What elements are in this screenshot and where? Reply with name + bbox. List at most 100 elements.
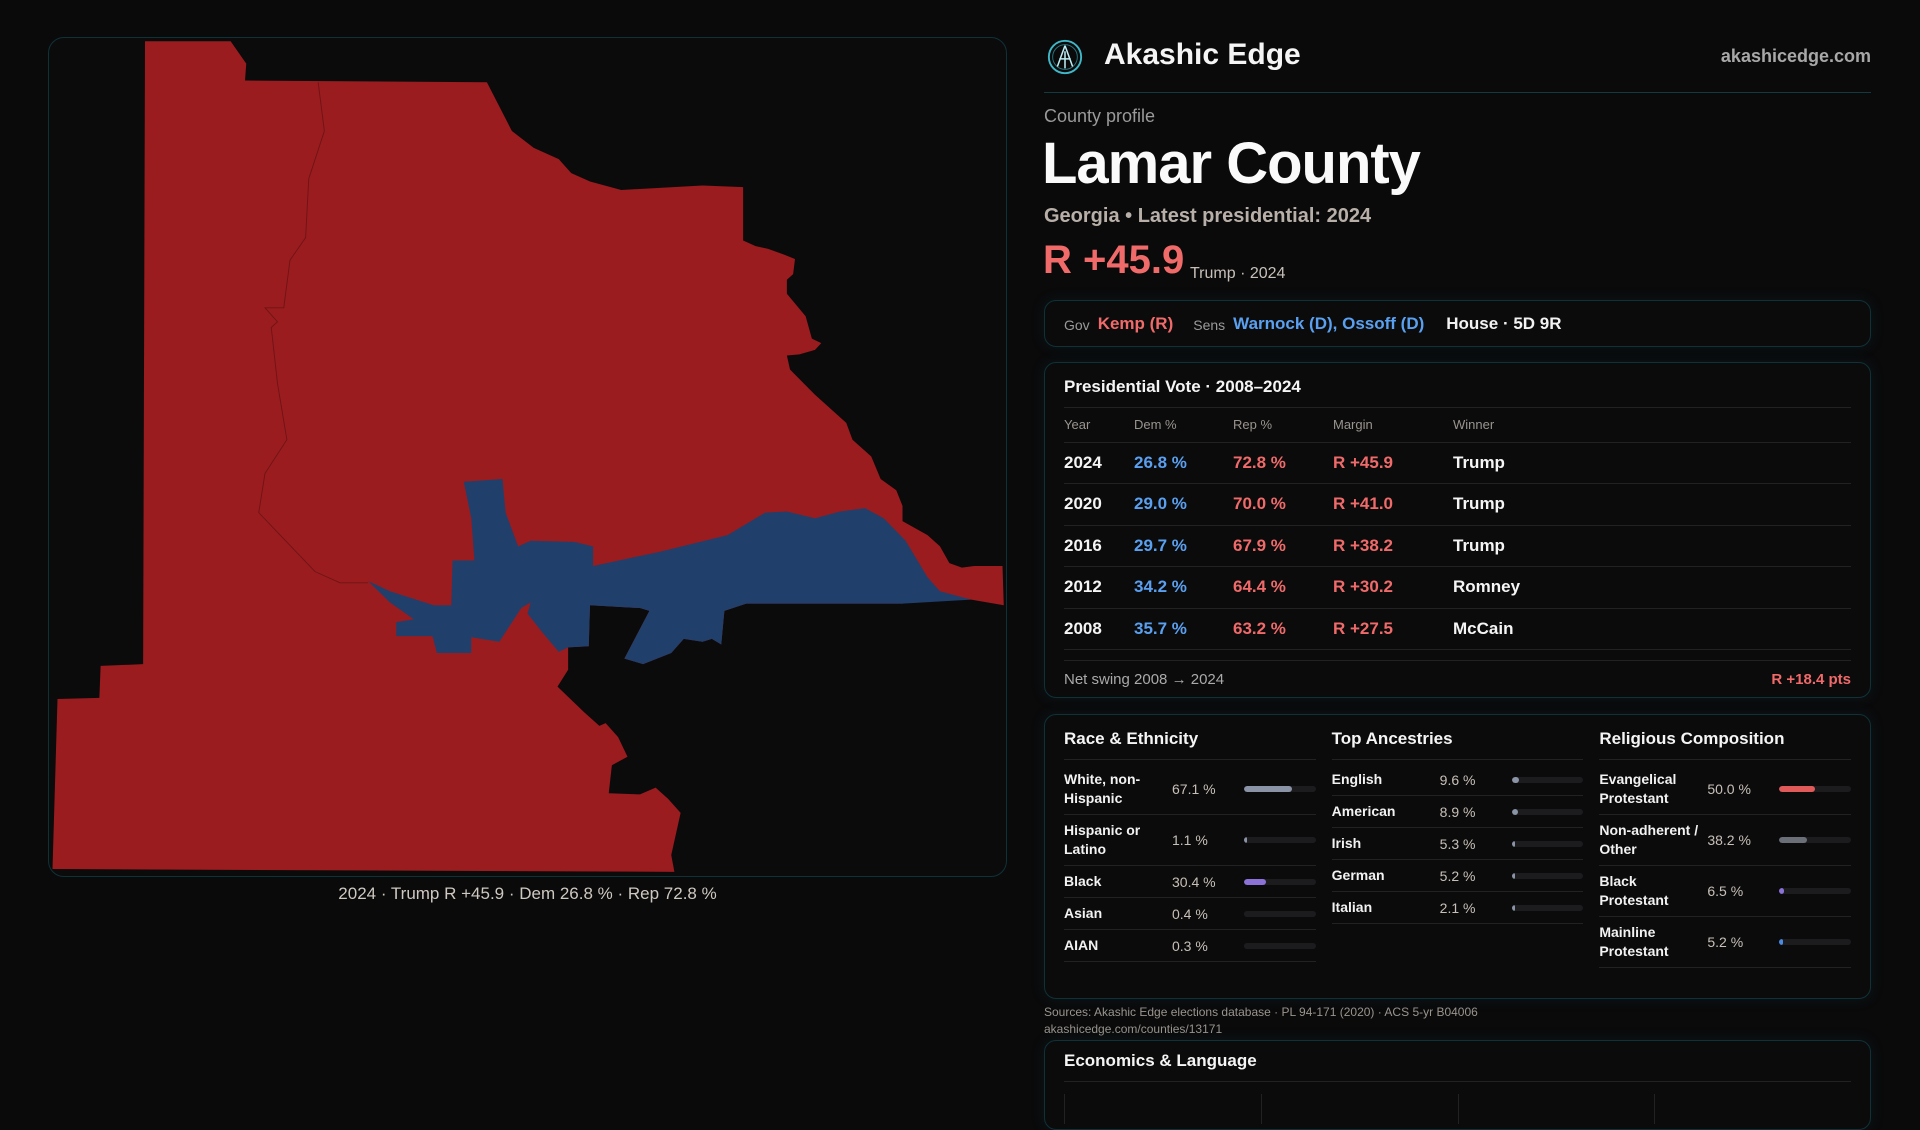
winner-cell: Romney — [1453, 566, 1851, 609]
item-value: 67.1 % — [1172, 781, 1216, 797]
item-label: American — [1331, 803, 1396, 819]
bar-fill — [1779, 888, 1784, 894]
bar-track — [1511, 808, 1584, 815]
item-label: English — [1331, 771, 1383, 787]
bar-track — [1244, 910, 1316, 917]
akashic-logo-icon[interactable] — [1046, 38, 1084, 76]
bar-fill — [1779, 837, 1807, 843]
list-item: German 5.2 % — [1331, 860, 1584, 892]
dem-pct-cell: 34.2 % — [1134, 566, 1233, 609]
item-value: 5.2 % — [1707, 934, 1744, 950]
winner-cell: Trump — [1453, 483, 1851, 526]
item-label: Asian — [1064, 905, 1103, 921]
bar-track — [1779, 786, 1852, 792]
map-region-rep[interactable] — [52, 41, 1004, 872]
presidential-table: Year Dem % Rep % Margin Winner 2024 26.8 % 72.… — [1064, 408, 1851, 650]
item-value: 30.4 % — [1172, 873, 1216, 890]
bar-track — [1511, 840, 1584, 847]
table-row: 2012 34.2 % 64.4 % R +30.2 Romney — [1064, 566, 1851, 609]
map-region-dem[interactable] — [368, 478, 972, 665]
bar-fill — [1511, 872, 1516, 879]
headline-margin-detail: Trump · 2024 — [1190, 265, 1286, 282]
net-swing-label: Net swing 2008 → 2024 — [1064, 671, 1225, 688]
officials-bar: Gov Kemp (R) Sens Warnock (D), Ossoff (D… — [1044, 300, 1871, 347]
list-item: Mainline Protestant 5.2 % — [1599, 917, 1852, 968]
gov-label: Gov — [1064, 317, 1090, 333]
page-title: Lamar County — [1042, 131, 1421, 196]
bar-track — [1244, 878, 1316, 885]
item-value: 0.4 % — [1172, 905, 1208, 922]
margin-cell: R +45.9 — [1333, 442, 1453, 484]
map-internal-boundary — [258, 82, 369, 584]
group-title: Top Ancestries — [1331, 729, 1584, 760]
list-item: Non-adherent / Other 38.2 % — [1599, 815, 1852, 866]
margin-cell: R +41.0 — [1333, 483, 1453, 526]
list-item: English 9.6 % — [1331, 764, 1584, 796]
rep-pct-cell: 70.0 % — [1233, 483, 1333, 526]
presidential-vote-card: Presidential Vote · 2008–2024 Year Dem % R… — [1044, 362, 1871, 698]
winner-cell: Trump — [1453, 442, 1851, 484]
bar-track — [1511, 872, 1584, 879]
bar-track — [1244, 786, 1316, 792]
rep-pct-cell: 72.8 % — [1233, 442, 1333, 484]
economics-title: Economics & Language — [1064, 1051, 1851, 1082]
margin-cell: R +27.5 — [1333, 608, 1453, 650]
page-eyebrow: County profile — [1044, 106, 1156, 126]
net-swing: Net swing 2008 → 2024 R +18.4 pts — [1064, 660, 1851, 688]
year-cell: 2008 — [1064, 608, 1134, 650]
item-value: 1.1 % — [1172, 832, 1208, 848]
item-label: Black Protestant — [1599, 873, 1669, 908]
bar-fill — [1779, 939, 1784, 945]
county-map[interactable] — [40, 30, 1020, 910]
table-row: 2024 26.8 % 72.8 % R +45.9 Trump — [1064, 442, 1851, 484]
year-cell: 2012 — [1064, 566, 1134, 609]
dem-pct-cell: 29.7 % — [1134, 525, 1233, 567]
sources-note: Sources: Akashic Edge elections database… — [1044, 1005, 1478, 1019]
column-header: Winner — [1453, 408, 1851, 443]
demographic-group: Religious Composition Evangelical Protest… — [1599, 729, 1852, 984]
item-label: Mainline Protestant — [1599, 924, 1669, 959]
list-item: Black Protestant 6.5 % — [1599, 866, 1852, 917]
bar-track — [1779, 939, 1852, 945]
map-caption: 2024 · Trump R +45.9 · Dem 26.8 % · Rep … — [338, 884, 717, 903]
bar-fill — [1511, 904, 1515, 911]
page-subtitle: Georgia • Latest presidential: 2024 — [1044, 205, 1372, 227]
list-item: Italian 2.1 % — [1331, 892, 1584, 924]
winner-cell: McCain — [1453, 608, 1851, 650]
brand-name[interactable]: Akashic Edge — [1104, 38, 1301, 71]
item-value: 2.1 % — [1439, 899, 1476, 916]
item-label: Black — [1064, 873, 1102, 889]
bar-track — [1511, 904, 1584, 911]
bar-fill — [1244, 786, 1293, 792]
bar-track — [1511, 776, 1584, 783]
governor: Kemp (R) — [1097, 313, 1174, 333]
bar-track — [1779, 837, 1852, 843]
demographic-group: Top Ancestries English 9.6 % American 8.9 % I… — [1331, 729, 1584, 984]
bar-fill — [1511, 808, 1519, 815]
demographics-card: Race & Ethnicity White, non-Hispanic 67.1 … — [1044, 714, 1871, 999]
rep-pct-cell: 64.4 % — [1233, 566, 1333, 609]
item-value: 5.3 % — [1439, 835, 1476, 852]
list-item: Black 30.4 % — [1064, 866, 1316, 898]
site-link[interactable]: akashicedge.com — [1720, 46, 1871, 66]
item-value: 6.5 % — [1707, 883, 1744, 899]
house-delegation: House · 5D 9R — [1446, 313, 1562, 333]
dem-pct-cell: 26.8 % — [1134, 442, 1233, 484]
headline-margin: R +45.9 — [1043, 238, 1185, 282]
bar-fill — [1511, 840, 1516, 847]
list-item: Asian 0.4 % — [1064, 898, 1316, 930]
list-item: Irish 5.3 % — [1331, 828, 1584, 860]
item-value: 5.2 % — [1439, 867, 1476, 884]
bar-track — [1779, 888, 1852, 894]
economics-card: Economics & Language — [1044, 1040, 1871, 1130]
page-url[interactable]: akashicedge.com/counties/13171 — [1044, 1022, 1223, 1036]
item-label: AIAN — [1064, 937, 1099, 953]
demographic-group: Race & Ethnicity White, non-Hispanic 67.1 … — [1064, 729, 1316, 984]
item-label: Evangelical Protestant — [1599, 771, 1677, 806]
bar-fill — [1244, 942, 1247, 949]
item-label: Irish — [1331, 835, 1362, 851]
item-value: 38.2 % — [1707, 832, 1751, 848]
group-title: Race & Ethnicity — [1064, 729, 1316, 760]
bar-track — [1244, 837, 1316, 843]
rep-pct-cell: 63.2 % — [1233, 608, 1333, 650]
